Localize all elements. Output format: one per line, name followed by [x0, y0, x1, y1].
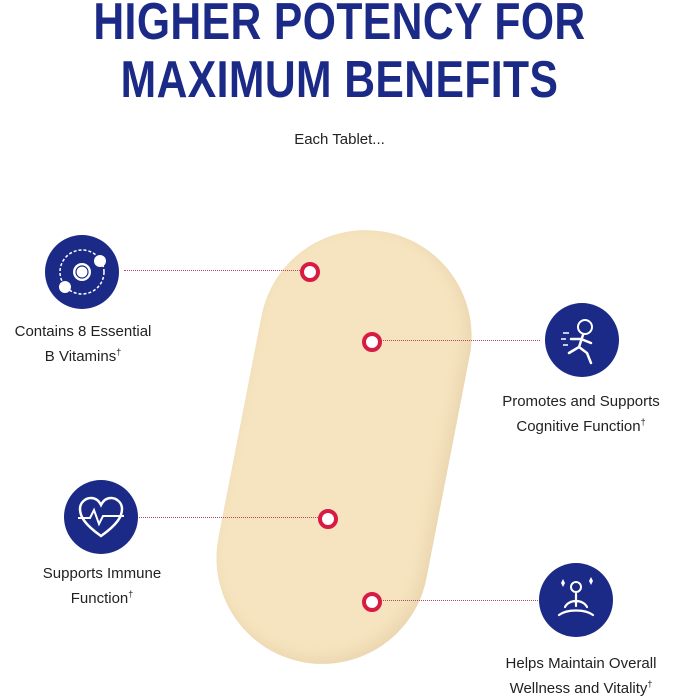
running-brain-icon: [545, 303, 619, 377]
marker-dot: [300, 262, 320, 282]
headline-line-1: HIGHER POTENCY FOR: [93, 0, 586, 51]
feature-label-cognitive: Promotes and Supports Cognitive Function…: [502, 393, 660, 435]
subtitle: Each Tablet...: [294, 131, 385, 148]
feature-label-immune: Supports Immune Function†: [42, 565, 162, 607]
meditation-icon: [539, 563, 613, 637]
feature-label-b-vitamins: Contains 8 Essential B Vitamins†: [14, 323, 152, 365]
connector-line: [122, 517, 318, 518]
molecule-orbit-icon: [45, 235, 119, 309]
connector-line: [380, 600, 538, 601]
marker-dot: [362, 592, 382, 612]
tablet-image: [198, 211, 490, 683]
feature-label-wellness: Helps Maintain Overall Wellness and Vita…: [505, 655, 657, 697]
headline-line-2: MAXIMUM BENEFITS: [120, 51, 559, 109]
heart-pulse-icon: [64, 480, 138, 554]
marker-dot: [362, 332, 382, 352]
connector-line: [124, 270, 302, 271]
marker-dot: [318, 509, 338, 529]
connector-line: [380, 340, 540, 341]
